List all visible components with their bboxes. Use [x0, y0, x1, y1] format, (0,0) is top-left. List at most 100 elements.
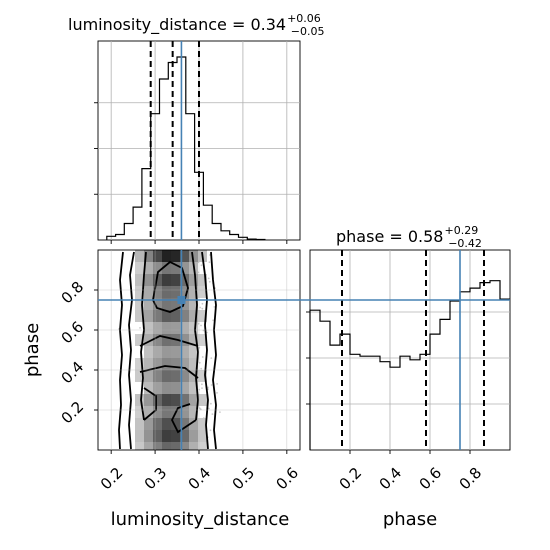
- density-cell: [135, 418, 144, 430]
- density-cell: [171, 274, 180, 286]
- density-cell: [180, 322, 189, 334]
- x-tick-label: 0.2: [97, 464, 127, 494]
- density-cell: [189, 322, 198, 334]
- density-cell: [189, 286, 198, 298]
- density-cell: [162, 298, 171, 310]
- 2d-density: 0.2 0.3 0.4 0.5 0.6 0.2 0.4 0.6 0.8 luminosity_d…: [22, 249, 510, 530]
- title-phase-text: phase = 0.58: [336, 227, 443, 246]
- title-phase: phase = 0.58+0.29 −0.42: [336, 224, 482, 250]
- y-tick-label: 0.2: [58, 398, 88, 428]
- density-cell: [135, 406, 144, 418]
- density-cell: [180, 250, 189, 262]
- xlabel-luminosity-distance: luminosity_distance: [111, 509, 290, 530]
- density-cell: [153, 286, 162, 298]
- density-cell: [144, 382, 153, 394]
- density-cell: [153, 430, 162, 442]
- density-cell: [171, 430, 180, 442]
- density-cell: [189, 430, 198, 442]
- density-cell: [135, 310, 144, 322]
- density-cell: [135, 430, 144, 442]
- density-cell: [135, 370, 144, 382]
- density-cell: [180, 406, 189, 418]
- density-cell: [171, 358, 180, 370]
- density-cell: [180, 274, 189, 286]
- density-cell: [198, 274, 207, 286]
- density-cell: [144, 274, 153, 286]
- density-cell: [189, 358, 198, 370]
- scatter-point: [209, 429, 212, 432]
- scatter-point: [216, 392, 218, 394]
- x-tick-label: 0.6: [272, 464, 302, 494]
- x-tick-label: 0.5: [229, 464, 259, 494]
- density-cell: [162, 418, 171, 430]
- scatter-point: [198, 361, 201, 364]
- title-luminosity-distance-minus: −0.05: [291, 25, 325, 38]
- title-phase-plus: +0.29: [444, 224, 478, 237]
- density-cell: [153, 346, 162, 358]
- density-cell: [162, 382, 171, 394]
- contour-inner: [139, 335, 199, 347]
- density-cell: [153, 322, 162, 334]
- xlabel-phase: phase: [383, 509, 437, 530]
- density-cell: [198, 370, 207, 382]
- density-cell: [153, 262, 162, 274]
- density-cell: [189, 382, 198, 394]
- scatter-point: [200, 367, 203, 370]
- density-cell: [198, 310, 207, 322]
- density-cell: [162, 442, 171, 450]
- density-cell: [180, 394, 189, 406]
- density-cell: [144, 418, 153, 430]
- density-cell: [198, 334, 207, 346]
- scatter-point: [201, 307, 204, 310]
- density-cell: [162, 358, 171, 370]
- density-cell: [153, 394, 162, 406]
- density-cell: [189, 406, 198, 418]
- scatter-point: [207, 277, 210, 280]
- density-cell: [162, 310, 171, 322]
- density-cell: [198, 286, 207, 298]
- density-cell: [162, 250, 171, 262]
- density-cell: [171, 310, 180, 322]
- density-cell: [171, 394, 180, 406]
- x-tick-label: 0.8: [456, 464, 486, 494]
- density-cell: [189, 310, 198, 322]
- density-cell: [180, 418, 189, 430]
- density-cell: [180, 334, 189, 346]
- density-cell: [162, 322, 171, 334]
- scatter-point: [213, 306, 216, 308]
- contour-outer: [210, 251, 217, 450]
- density-cell: [144, 250, 153, 262]
- contour-mid: [128, 251, 135, 450]
- y-tick-label: 0.8: [58, 278, 88, 308]
- truth-marker: [177, 296, 186, 304]
- density-cell: [198, 394, 207, 406]
- density-cell: [153, 406, 162, 418]
- scatter-point: [211, 413, 214, 415]
- density-cell: [189, 442, 198, 450]
- density-cell: [162, 394, 171, 406]
- density-cell: [135, 358, 144, 370]
- contour-inner: [152, 260, 189, 313]
- density-cell: [144, 430, 153, 442]
- density-cell: [162, 406, 171, 418]
- x-tick-label: 0.3: [141, 464, 171, 494]
- density-cell: [153, 370, 162, 382]
- x-tick-label: 0.2: [336, 464, 366, 494]
- density-cell: [198, 442, 207, 450]
- density-cell: [144, 334, 153, 346]
- density-cell: [153, 298, 162, 310]
- axes-frame: [309, 249, 511, 451]
- density-cell: [171, 298, 180, 310]
- scatter-point: [200, 324, 202, 327]
- scatter-point: [212, 319, 215, 322]
- x-tick-label: 0.4: [376, 464, 406, 494]
- density-cell: [162, 262, 171, 274]
- density-cell: [144, 442, 153, 450]
- density-cell: [135, 262, 144, 274]
- density-cell: [144, 262, 153, 274]
- density-cell: [162, 346, 171, 358]
- scatter-point: [198, 346, 201, 349]
- density-cell: [180, 382, 189, 394]
- histogram-step-luminosity-distance: [106, 56, 266, 241]
